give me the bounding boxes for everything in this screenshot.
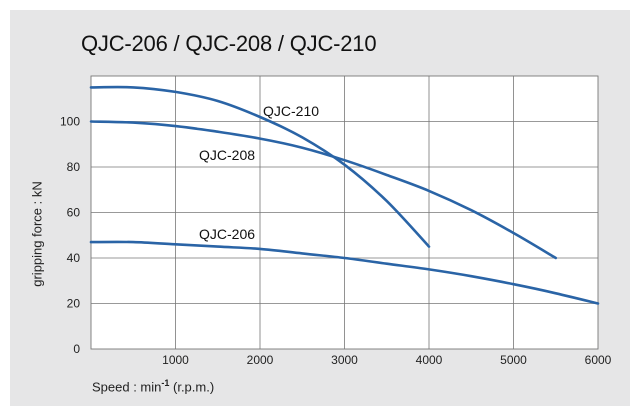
x-tick-label: 5000 <box>500 353 527 367</box>
y-tick-label: 0 <box>73 342 80 356</box>
y-tick-label: 20 <box>67 297 81 311</box>
x-tick-label: 2000 <box>247 353 274 367</box>
x-tick-label: 4000 <box>416 353 443 367</box>
y-tick-label: 60 <box>67 206 81 220</box>
y-tick-label: 40 <box>67 251 81 265</box>
plot-border <box>90 75 599 350</box>
chart-title: QJC-206 / QJC-208 / QJC-210 <box>81 31 377 56</box>
series-label-qjc-208: QJC-208 <box>199 147 255 163</box>
series-label-qjc-210: QJC-210 <box>263 103 319 119</box>
x-axis-label: Speed : min-1 (r.p.m.) <box>92 378 215 395</box>
x-tick-label: 1000 <box>162 353 189 367</box>
series-line-qjc-206 <box>89 240 600 305</box>
y-tick-label: 100 <box>60 115 80 129</box>
y-tick-label: 80 <box>67 160 81 174</box>
series-line-qjc-208 <box>89 120 558 260</box>
series-line-qjc-210 <box>89 85 431 248</box>
x-tick-label: 6000 <box>585 353 612 367</box>
series-label-qjc-206: QJC-206 <box>199 226 255 242</box>
x-tick-label: 3000 <box>331 353 358 367</box>
